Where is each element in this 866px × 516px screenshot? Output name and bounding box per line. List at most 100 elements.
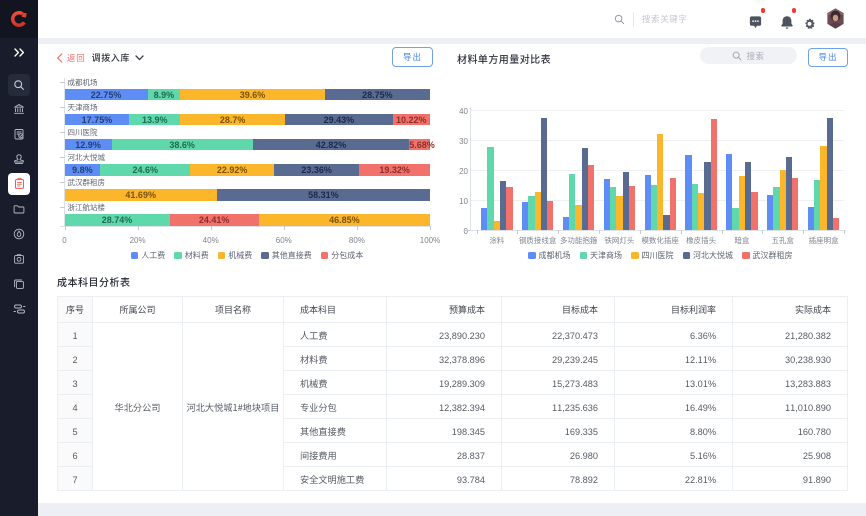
bar[interactable]: [751, 191, 758, 230]
bar[interactable]: [628, 185, 636, 230]
sidebar-expand-icon[interactable]: [0, 45, 38, 59]
bar[interactable]: [575, 205, 582, 230]
sidebar-item-transfer[interactable]: [8, 298, 30, 320]
bar-segment[interactable]: 24.6%: [100, 163, 191, 176]
legend-item[interactable]: 成都机场: [528, 250, 571, 261]
sidebar-item-snapshot[interactable]: [8, 248, 30, 270]
bar[interactable]: [691, 184, 698, 230]
bar-segment[interactable]: 17.75%: [64, 113, 130, 126]
legend-item[interactable]: 其他直接费: [261, 250, 312, 261]
bar[interactable]: [616, 196, 623, 230]
sidebar-item-bank[interactable]: [8, 98, 30, 120]
bar[interactable]: [500, 181, 507, 230]
bar[interactable]: [588, 165, 595, 230]
sidebar-item-audit[interactable]: [8, 123, 30, 145]
title-dropdown-icon[interactable]: [135, 54, 144, 61]
bar[interactable]: [697, 192, 705, 230]
bar-segment[interactable]: 23.36%: [273, 163, 360, 176]
bar[interactable]: [547, 201, 554, 230]
bar[interactable]: [710, 119, 717, 230]
bar-segment[interactable]: 22.75%: [64, 88, 148, 101]
bar[interactable]: [540, 117, 548, 230]
bar[interactable]: [767, 194, 774, 230]
bar-segment[interactable]: 41.69%: [64, 188, 217, 201]
bar[interactable]: [603, 179, 610, 230]
bar[interactable]: [726, 154, 733, 230]
bar[interactable]: [773, 187, 780, 230]
legend-item[interactable]: 人工费: [130, 250, 165, 261]
bar[interactable]: [745, 161, 752, 230]
topbar-search-input[interactable]: 搜索关键字: [642, 13, 688, 25]
bar[interactable]: [826, 117, 834, 230]
table-row[interactable]: 5 其他直接费 198.345 169.335 8.80% 160.780: [57, 418, 848, 443]
bar[interactable]: [657, 134, 664, 230]
bar[interactable]: [779, 170, 786, 230]
bar-segment[interactable]: 28.75%: [324, 88, 430, 101]
left-export-button[interactable]: 导出: [392, 47, 433, 67]
bar[interactable]: [833, 218, 840, 230]
legend-item[interactable]: 天津商场: [579, 250, 622, 261]
bar-segment[interactable]: 38.6%: [111, 138, 253, 151]
bar-segment[interactable]: 29.43%: [285, 113, 393, 126]
bar[interactable]: [622, 171, 629, 230]
bar[interactable]: [814, 179, 821, 230]
bar[interactable]: [644, 175, 651, 230]
sidebar-item-stamp[interactable]: [8, 148, 30, 170]
bar[interactable]: [704, 161, 711, 230]
bar[interactable]: [562, 217, 570, 230]
bell-icon[interactable]: [780, 8, 796, 35]
sidebar-item-folder[interactable]: [8, 198, 30, 220]
bar-segment[interactable]: 8.9%: [147, 88, 181, 101]
legend-item[interactable]: 材料费: [174, 250, 209, 261]
bar[interactable]: [738, 176, 746, 230]
bar[interactable]: [481, 207, 488, 230]
bar-segment[interactable]: 22.92%: [190, 163, 274, 176]
sidebar-item-inventory[interactable]: [8, 172, 30, 195]
bar-segment[interactable]: 9.8%: [64, 163, 101, 176]
bar[interactable]: [522, 201, 529, 230]
table-row[interactable]: 4 专业分包 12,382.394 11,235.636 16.49% 11,010.89…: [57, 394, 848, 419]
bar[interactable]: [669, 178, 676, 230]
back-link[interactable]: 返回: [67, 51, 86, 64]
table-row[interactable]: 1 华北分公司 河北大悦城1#地块项目 人工费 23,890.230 22,370.473…: [57, 322, 848, 491]
bar[interactable]: [807, 207, 815, 230]
back-chevron-icon[interactable]: [56, 52, 63, 63]
bar[interactable]: [785, 156, 793, 230]
bar-segment[interactable]: 39.6%: [180, 88, 325, 101]
bar[interactable]: [534, 191, 541, 230]
right-search-box[interactable]: 搜索: [700, 47, 797, 64]
bar[interactable]: [528, 196, 535, 230]
bar[interactable]: [820, 146, 827, 230]
gear-icon[interactable]: [802, 12, 816, 36]
legend-item[interactable]: 分包成本: [320, 250, 363, 261]
bar[interactable]: [487, 147, 494, 230]
bar-segment[interactable]: 46.85%: [258, 213, 430, 226]
bar[interactable]: [569, 174, 576, 230]
legend-item[interactable]: 河北大悦城: [682, 250, 733, 261]
sidebar-item-drop[interactable]: [8, 223, 30, 245]
bar[interactable]: [650, 185, 658, 230]
bar[interactable]: [493, 220, 501, 230]
bar-segment[interactable]: 5.68%: [409, 137, 435, 151]
bar-segment[interactable]: 19.32%: [359, 163, 430, 176]
app-logo[interactable]: [0, 0, 38, 38]
sidebar-item-search[interactable]: [8, 73, 30, 96]
bar-segment[interactable]: 12.9%: [64, 138, 112, 151]
bar[interactable]: [732, 208, 739, 230]
bar-segment[interactable]: 42.82%: [252, 138, 410, 151]
legend-item[interactable]: 武汉群租房: [742, 250, 793, 261]
bar[interactable]: [506, 187, 513, 230]
bar-segment[interactable]: 28.74%: [64, 213, 170, 226]
bar[interactable]: [581, 147, 589, 230]
bar[interactable]: [685, 155, 692, 230]
bar[interactable]: [792, 178, 799, 230]
topbar-search[interactable]: 搜索关键字: [614, 0, 688, 38]
bar-segment[interactable]: 28.7%: [180, 113, 286, 126]
bar-segment[interactable]: 10.22%: [392, 113, 430, 126]
bar-segment[interactable]: 24.41%: [169, 213, 259, 226]
avatar[interactable]: [826, 8, 845, 34]
bar[interactable]: [663, 215, 670, 230]
bar-segment[interactable]: 13.9%: [129, 113, 181, 126]
messages-icon[interactable]: [748, 8, 765, 35]
right-search-input[interactable]: 搜索: [746, 49, 765, 62]
